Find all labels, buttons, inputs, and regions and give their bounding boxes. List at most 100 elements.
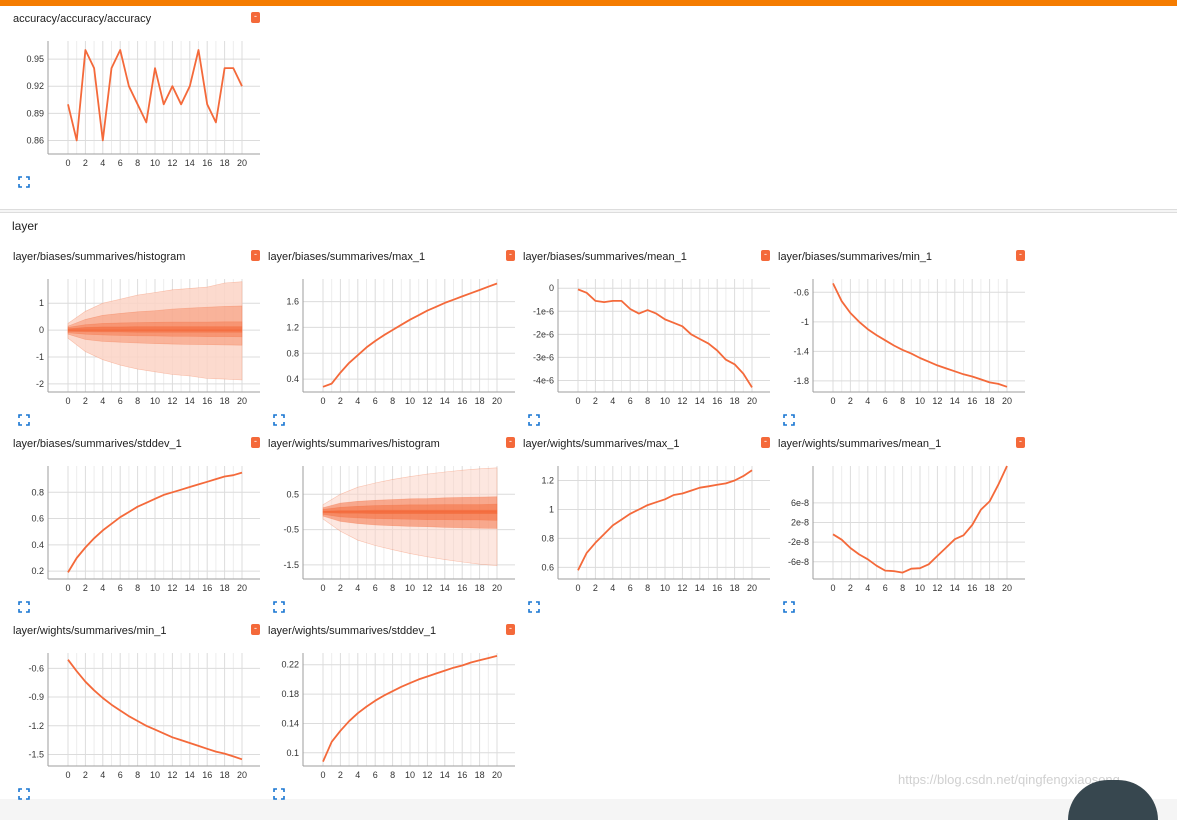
histogram-band	[67, 305, 243, 346]
chart-title: layer/biases/summarives/min_1	[778, 251, 933, 263]
card-menu-button[interactable]: -	[251, 12, 260, 23]
card-menu-button[interactable]: -	[1016, 437, 1025, 448]
expand-icon[interactable]	[528, 601, 540, 613]
chart-title: layer/biases/summarives/max_1	[268, 251, 426, 263]
expand-icon[interactable]	[273, 414, 285, 426]
y-tick-label: -6e-8	[788, 557, 809, 567]
x-tick-label: 18	[475, 583, 485, 593]
chart-card-weights-min: layer/wights/summarives/min_1 - 0 2 4 6 8 10 12 1…	[0, 621, 260, 806]
y-tick-label: -0.5	[283, 525, 299, 535]
x-tick-label: 16	[457, 396, 467, 406]
x-tick-label: 12	[167, 396, 177, 406]
chart-card-biases-min: layer/biases/summarives/min_1 - 0 2 4 6 8 10 12 1…	[765, 247, 1025, 432]
x-tick-label: 8	[900, 583, 905, 593]
x-tick-label: 14	[950, 396, 960, 406]
x-tick-label: 14	[950, 583, 960, 593]
card-menu-button[interactable]: -	[761, 250, 770, 261]
expand-icon[interactable]	[18, 176, 30, 188]
chart-title: layer/wights/summarives/min_1	[13, 625, 167, 637]
expand-icon[interactable]	[18, 414, 30, 426]
card-menu-button[interactable]: -	[761, 437, 770, 448]
card-menu-button[interactable]: -	[506, 250, 515, 261]
expand-icon[interactable]	[783, 414, 795, 426]
y-tick-label: 0	[39, 325, 44, 335]
chart-title: layer/biases/summarives/histogram	[13, 251, 186, 263]
x-tick-label: 4	[100, 158, 105, 168]
top-accent-bar	[0, 0, 1177, 6]
card-menu-button[interactable]: -	[506, 624, 515, 635]
x-tick-label: 14	[185, 583, 195, 593]
series-line	[577, 288, 753, 388]
y-tick-label: 2e-8	[791, 518, 809, 528]
expand-icon[interactable]	[273, 601, 285, 613]
chart-title: layer/biases/summarives/mean_1	[523, 251, 687, 263]
x-tick-label: 2	[83, 396, 88, 406]
x-tick-label: 4	[610, 396, 615, 406]
x-tick-label: 16	[457, 583, 467, 593]
y-tick-label: -4e-6	[533, 375, 554, 385]
x-tick-label: 18	[220, 158, 230, 168]
x-tick-label: 10	[150, 583, 160, 593]
x-tick-label: 16	[202, 158, 212, 168]
x-tick-label: 20	[1002, 396, 1012, 406]
chart-card-weights-max: layer/wights/summarives/max_1 - 0 2 4 6 8 10 12 1…	[510, 434, 770, 619]
chart-plot: 0 2 4 6 8 10 12 14 16 18 20 0.86 0.89 0.92 0.95	[26, 41, 260, 168]
expand-icon[interactable]	[18, 601, 30, 613]
x-tick-label: 8	[900, 396, 905, 406]
y-tick-label: -0.6	[793, 287, 809, 297]
chart-title: layer/wights/summarives/histogram	[268, 438, 440, 450]
series-line	[577, 469, 753, 571]
card-menu-button[interactable]: -	[251, 437, 260, 448]
x-tick-label: 18	[985, 583, 995, 593]
x-tick-label: 14	[440, 770, 450, 780]
expand-icon[interactable]	[783, 601, 795, 613]
x-tick-label: 0	[65, 583, 70, 593]
x-tick-label: 8	[135, 770, 140, 780]
chart-plot: 0 2 4 6 8 10 12 14 16 18 20 0.4 0.8 1.2 1.6	[286, 279, 515, 406]
x-tick-label: 2	[83, 158, 88, 168]
x-tick-label: 0	[320, 396, 325, 406]
series-line	[322, 282, 498, 388]
expand-icon[interactable]	[528, 414, 540, 426]
layer-section-header[interactable]: layer	[0, 212, 1177, 240]
card-menu-button[interactable]: -	[506, 437, 515, 448]
chart-card-weights-stddev: layer/wights/summarives/stddev_1 - 0 2 4 6 8 10…	[255, 621, 515, 806]
x-tick-label: 18	[220, 396, 230, 406]
x-tick-label: 8	[390, 583, 395, 593]
x-tick-label: 10	[150, 158, 160, 168]
y-tick-label: 0	[549, 283, 554, 293]
card-menu-button[interactable]: -	[251, 624, 260, 635]
watermark: https://blog.csdn.net/qingfengxiaosong	[898, 772, 1120, 787]
x-tick-label: 20	[237, 583, 247, 593]
x-tick-label: 20	[237, 770, 247, 780]
expand-icon[interactable]	[18, 788, 30, 800]
y-tick-label: -0.9	[28, 692, 44, 702]
series-line	[67, 49, 243, 142]
x-tick-label: 4	[865, 396, 870, 406]
x-tick-label: 10	[915, 396, 925, 406]
x-tick-label: 16	[202, 396, 212, 406]
card-menu-button[interactable]: -	[251, 250, 260, 261]
card-menu-button[interactable]: -	[1016, 250, 1025, 261]
x-tick-label: 2	[848, 396, 853, 406]
y-tick-label: 6e-8	[791, 498, 809, 508]
x-tick-label: 2	[593, 396, 598, 406]
chart-title: layer/wights/summarives/max_1	[523, 438, 680, 450]
x-tick-label: 6	[373, 583, 378, 593]
x-tick-label: 0	[65, 158, 70, 168]
y-tick-label: -1e-6	[533, 306, 554, 316]
expand-icon[interactable]	[273, 788, 285, 800]
chart-title: layer/wights/summarives/mean_1	[778, 438, 942, 450]
y-tick-label: 0.1	[286, 748, 299, 758]
x-tick-label: 2	[338, 583, 343, 593]
y-tick-label: 0.2	[31, 566, 44, 576]
x-tick-label: 10	[150, 396, 160, 406]
chart-card-weights-histogram: layer/wights/summarives/histogram -0 2 4 6 8 1…	[255, 434, 515, 619]
chart-plot: 0 2 4 6 8 10 12 14 16 18 20 -6e-8 -2e-8 2e-8 6e-8	[788, 465, 1025, 593]
chart-card-weights-mean: layer/wights/summarives/mean_1 - 0 2 4 6 8 10 12…	[765, 434, 1025, 619]
x-tick-label: 8	[135, 158, 140, 168]
x-tick-label: 0	[830, 396, 835, 406]
chart-plot: 0 2 4 6 8 10 12 14 16 18 20 -1.5 -0.5 0.5	[283, 466, 515, 593]
chart-title: accuracy/accuracy/accuracy	[13, 13, 152, 25]
x-tick-label: 18	[985, 396, 995, 406]
